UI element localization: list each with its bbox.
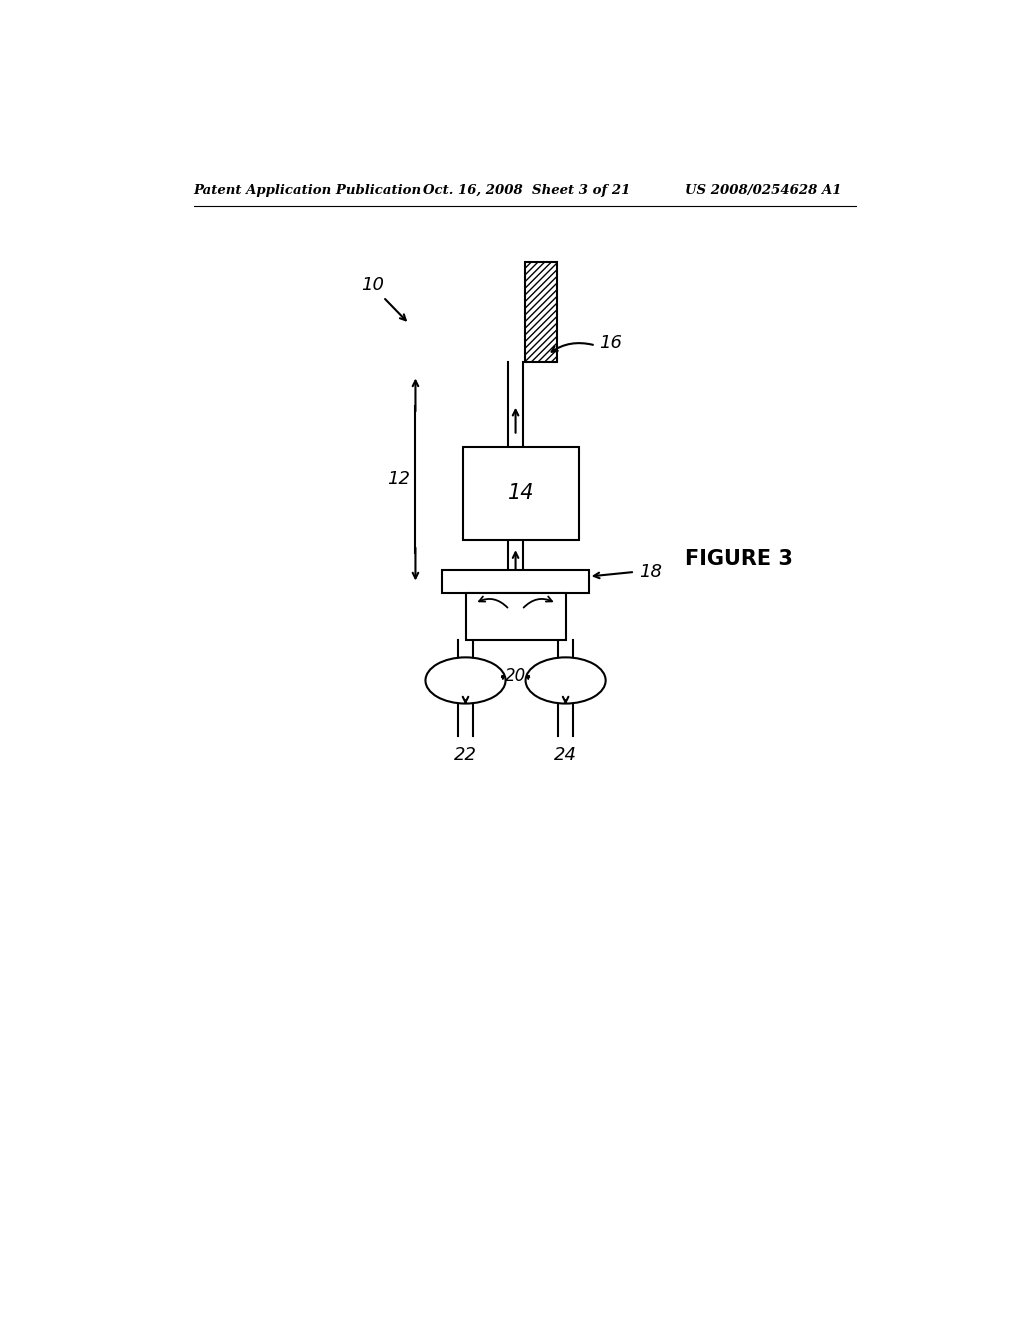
Text: 20: 20: [505, 667, 526, 685]
Bar: [442, 570, 589, 594]
Text: 16: 16: [599, 334, 623, 352]
Text: 22: 22: [454, 746, 477, 764]
Text: 24: 24: [554, 746, 578, 764]
Bar: [466, 594, 565, 640]
Text: Oct. 16, 2008  Sheet 3 of 21: Oct. 16, 2008 Sheet 3 of 21: [423, 185, 631, 197]
Text: FIGURE 3: FIGURE 3: [685, 549, 793, 569]
Text: 14: 14: [508, 483, 535, 503]
Text: US 2008/0254628 A1: US 2008/0254628 A1: [685, 185, 842, 197]
Text: Patent Application Publication: Patent Application Publication: [194, 185, 422, 197]
Text: 10: 10: [361, 276, 385, 294]
Text: 12: 12: [387, 470, 410, 488]
Text: 18: 18: [639, 562, 662, 581]
Bar: [463, 447, 579, 540]
Bar: [524, 263, 557, 363]
